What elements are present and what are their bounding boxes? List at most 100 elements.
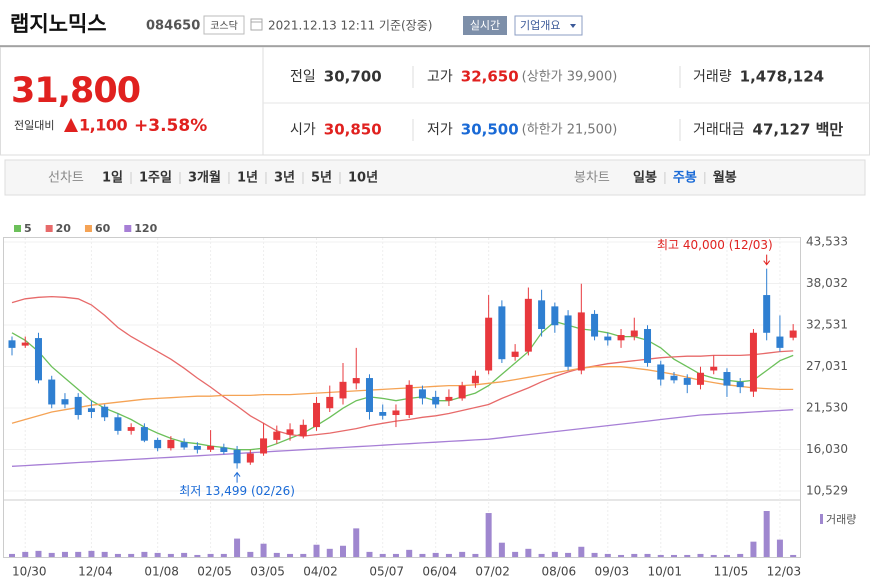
x-tick-label: 06/04	[422, 565, 457, 579]
candle-body	[749, 332, 757, 392]
volume-bar	[737, 553, 744, 557]
price: 31,800	[11, 71, 140, 111]
tab[interactable]: 월봉	[713, 170, 737, 186]
x-tick-label: 12/04	[78, 565, 113, 579]
candle-body	[577, 312, 585, 371]
candle-body	[233, 449, 241, 464]
realtime-button[interactable]	[463, 16, 507, 35]
change-label: 전일대비	[14, 118, 54, 132]
change: 1,100	[79, 116, 127, 135]
tab-group-label: 선차트	[48, 171, 84, 186]
candle-body	[458, 385, 466, 399]
volume-bar	[181, 552, 188, 557]
volume-bar	[379, 553, 386, 557]
x-tick-label: 08/06	[542, 565, 577, 579]
x-tick-label: 12/03	[767, 565, 802, 579]
volume-bar	[141, 551, 148, 557]
volume-bar	[551, 551, 558, 557]
tab[interactable]: 10년	[348, 171, 378, 186]
candle-body	[48, 379, 56, 405]
volume-bar	[419, 553, 426, 557]
volume-bar	[644, 553, 651, 557]
volume-bar	[776, 539, 783, 557]
y-tick-label: 16,030	[806, 442, 848, 456]
candle-body	[207, 445, 215, 450]
candle-body	[696, 372, 704, 385]
tab[interactable]: 주봉	[673, 171, 697, 186]
tab[interactable]: 1년	[237, 171, 258, 186]
candle-body	[524, 298, 532, 352]
tab[interactable]: 1주일	[139, 171, 172, 186]
candle-body	[418, 389, 426, 399]
legend-swatch	[84, 225, 92, 232]
candle-body	[365, 378, 373, 413]
candle-body	[392, 410, 400, 416]
tab[interactable]: 3개월	[188, 170, 221, 186]
candle-body	[776, 336, 784, 348]
stat-label: 저가	[427, 122, 453, 138]
candle-body	[564, 315, 572, 367]
legend-label: 20	[56, 222, 72, 235]
tab[interactable]: 3년	[274, 171, 295, 186]
volume-bar	[35, 550, 42, 557]
x-tick-label: 01/08	[144, 565, 179, 579]
volume-bar	[167, 553, 174, 557]
candle-body	[644, 329, 652, 363]
volume-bar	[300, 553, 307, 557]
volume-bar	[671, 554, 677, 557]
stat-note: (상한가 39,900)	[522, 70, 618, 85]
realtime[interactable]: 실시간	[470, 19, 500, 32]
volume-bar	[498, 542, 505, 557]
candle-body	[551, 306, 559, 326]
volume-legend-swatch	[820, 514, 823, 524]
volume-bar	[763, 511, 770, 557]
candle-body	[471, 375, 479, 384]
y-tick-label: 32,531	[806, 318, 848, 332]
tab[interactable]: 1일	[102, 171, 123, 186]
volume-bar	[710, 554, 717, 557]
volume-bar	[525, 548, 532, 557]
volume-bar	[22, 551, 29, 557]
candle-body	[101, 406, 109, 418]
x-tick-label: 11/05	[714, 565, 749, 579]
x-tick-label: 10/01	[647, 565, 682, 579]
x-tick-label: 02/05	[197, 565, 232, 579]
quote-box	[0, 46, 870, 156]
candle-body	[710, 366, 718, 371]
candle-body	[167, 439, 175, 449]
tab[interactable]: 5년	[311, 171, 332, 186]
tab[interactable]: 일봉	[633, 171, 657, 186]
y-tick-label: 43,533	[806, 235, 848, 249]
y-tick-label: 10,529	[806, 484, 848, 498]
candle-body	[246, 453, 254, 463]
y-tick-label: 38,032	[806, 276, 848, 290]
volume-bar	[750, 541, 757, 557]
volume-bar	[9, 553, 15, 557]
volume-bar	[604, 553, 611, 557]
volume-bar	[75, 551, 82, 557]
candle-body	[34, 338, 42, 381]
candle-body	[432, 396, 440, 405]
x-tick-label: 03/05	[250, 565, 285, 579]
volume-bar	[287, 553, 294, 557]
ma-line	[11, 409, 794, 467]
volume-bar	[445, 553, 452, 557]
candle-body	[299, 424, 307, 437]
chart-frame	[3, 237, 801, 558]
stat-label: 거래량	[693, 69, 732, 85]
candle-body	[604, 336, 612, 341]
candle-body	[657, 364, 665, 380]
candle-body	[21, 342, 29, 346]
volume-bar	[101, 551, 108, 557]
company-info-button[interactable]	[514, 15, 583, 36]
x-tick-label: 04/02	[303, 565, 338, 579]
company-info[interactable]: 기업개요	[520, 19, 560, 32]
candle-body	[591, 313, 599, 337]
volume-bar	[392, 553, 399, 557]
candle-body	[538, 300, 546, 330]
volume-bar	[366, 551, 373, 557]
volume-bar	[273, 552, 280, 557]
volume-bar	[234, 538, 241, 557]
candle-body	[763, 295, 771, 333]
y-tick-label: 21,530	[806, 401, 848, 415]
